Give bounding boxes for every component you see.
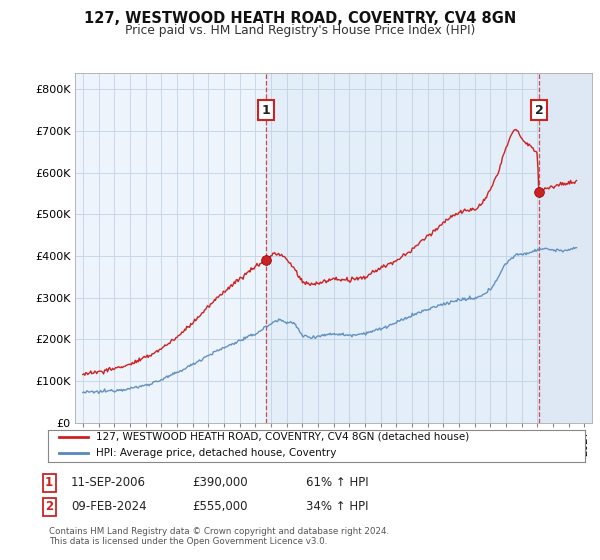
Text: 1: 1: [262, 104, 271, 117]
Text: 11-SEP-2006: 11-SEP-2006: [71, 476, 146, 489]
Text: 09-FEB-2024: 09-FEB-2024: [71, 500, 146, 514]
Text: 1: 1: [45, 476, 53, 489]
Text: 127, WESTWOOD HEATH ROAD, COVENTRY, CV4 8GN: 127, WESTWOOD HEATH ROAD, COVENTRY, CV4 …: [84, 11, 516, 26]
Text: 34% ↑ HPI: 34% ↑ HPI: [306, 500, 368, 514]
Text: HPI: Average price, detached house, Coventry: HPI: Average price, detached house, Cove…: [97, 448, 337, 458]
Text: 61% ↑ HPI: 61% ↑ HPI: [306, 476, 368, 489]
Bar: [539, 73, 592, 423]
Text: £555,000: £555,000: [192, 500, 248, 514]
Text: Price paid vs. HM Land Registry's House Price Index (HPI): Price paid vs. HM Land Registry's House …: [125, 24, 475, 36]
Bar: [266, 73, 539, 423]
Text: 2: 2: [535, 104, 543, 117]
Text: Contains HM Land Registry data © Crown copyright and database right 2024.
This d: Contains HM Land Registry data © Crown c…: [49, 526, 389, 546]
Text: 2: 2: [45, 500, 53, 514]
Text: £390,000: £390,000: [192, 476, 248, 489]
Text: 127, WESTWOOD HEATH ROAD, COVENTRY, CV4 8GN (detached house): 127, WESTWOOD HEATH ROAD, COVENTRY, CV4 …: [97, 432, 470, 442]
